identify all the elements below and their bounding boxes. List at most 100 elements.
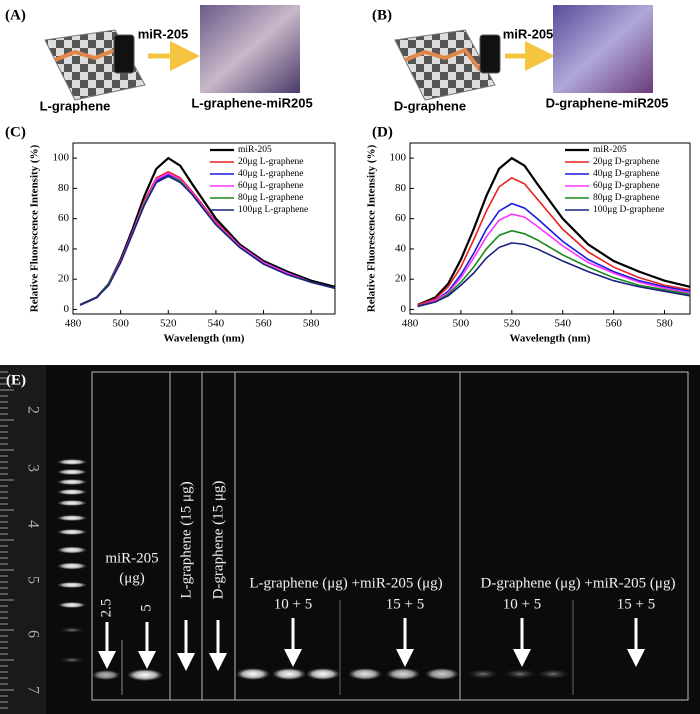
left-label: D-graphene (394, 98, 466, 113)
lane-amount: 2.5 (98, 599, 114, 618)
y-tick-label: 0 (64, 303, 70, 315)
reagent-label: miR-205 (138, 26, 189, 41)
vial (113, 34, 135, 74)
series-line (417, 156, 691, 306)
ruler-label: 3 (24, 464, 41, 472)
panel-b: (B) miR-205 D-graphene D-graphene-miR205 (372, 5, 668, 113)
x-tick-label: 480 (402, 318, 419, 330)
ruler-label: 2 (24, 406, 41, 414)
y-tick-label: 80 (395, 182, 407, 194)
ruler-label: 6 (24, 630, 41, 638)
ruler-label: 5 (24, 576, 41, 584)
ruler-ticks: 2 3 4 5 6 7 (0, 371, 41, 709)
chart: (D) 480 500 520 540 560 580 0 20 40 60 80 100 Wavelen… (366, 124, 691, 345)
dose-label: 10 + 5 (503, 596, 541, 612)
legend-label: 80μg D-graphene (593, 193, 660, 203)
series-line (417, 213, 691, 308)
dose-label: 10 + 5 (274, 596, 312, 612)
x-tick-label: 500 (112, 318, 129, 330)
lane-label: L-graphene (15 μg) (178, 481, 194, 598)
mir-unit: (μg) (119, 570, 145, 586)
left-label: L-graphene (40, 98, 111, 113)
legend-label: 20μg L-graphene (238, 157, 304, 167)
series-line (79, 156, 336, 306)
legend-label: 100μg D-graphene (593, 205, 664, 215)
series-line (79, 170, 336, 306)
x-tick-label: 500 (453, 318, 470, 330)
charts: (C) 480 500 520 540 560 580 0 20 40 60 80 100 Wavelen… (5, 124, 691, 345)
y-tick-label: 100 (53, 152, 70, 164)
y-axis-label: Relative Fluorescence Intensity (%) (29, 144, 41, 312)
y-tick-label: 20 (58, 273, 70, 285)
mir-label: miR-205 (105, 550, 158, 566)
x-tick-label: 520 (160, 318, 177, 330)
legend-label: 60μg D-graphene (593, 181, 660, 191)
lane-label: D-graphene (15 μg) (210, 481, 226, 600)
sample-bands (92, 668, 569, 681)
lane-frame (91, 371, 689, 701)
legend-label: miR-205 (593, 145, 627, 155)
y-tick-label: 40 (58, 242, 70, 254)
y-axis-label: Relative Fluorescence Intensity (%) (366, 144, 378, 312)
plot-frame (409, 142, 691, 315)
reagent-label: miR-205 (503, 26, 554, 41)
x-axis-label: Wavelength (nm) (510, 333, 591, 345)
ruler-label: 4 (24, 520, 41, 528)
legend-label: 80μg L-graphene (238, 193, 304, 203)
y-tick-label: 40 (395, 242, 407, 254)
legend-label: 60μg L-graphene (238, 181, 304, 191)
panel-a: (A) miR-205 L-graphene L-graphene-miR205 (5, 5, 313, 113)
x-tick-label: 540 (208, 318, 225, 330)
series-line (417, 242, 691, 308)
panel-label: (A) (5, 7, 26, 23)
chart: (C) 480 500 520 540 560 580 0 20 40 60 80 100 Wavelen… (5, 124, 336, 345)
x-tick-label: 580 (303, 318, 320, 330)
group-label: L-graphene (μg) +miR-205 (μg) (249, 575, 442, 591)
series-line (417, 202, 691, 308)
y-tick-label: 60 (58, 212, 70, 224)
legend-label: 20μg D-graphene (593, 157, 660, 167)
graphene-chain (404, 47, 482, 72)
plot-frame (72, 142, 336, 315)
legend-label: miR-205 (238, 145, 272, 155)
y-tick-label: 20 (395, 273, 407, 285)
x-tick-label: 520 (504, 318, 521, 330)
complex-image (553, 5, 653, 93)
vial (479, 34, 501, 74)
right-label: D-graphene-miR205 (546, 95, 669, 110)
panel-label: (B) (372, 7, 392, 23)
legend-label: 40μg D-graphene (593, 169, 660, 179)
x-tick-label: 480 (65, 318, 82, 330)
graphene-sheet (394, 29, 496, 101)
series-line (417, 229, 691, 308)
panel-e: 2 3 4 5 6 7 (E) miR-205 (μg) 2.5 5 L-graphene… (0, 365, 700, 714)
series-line (79, 175, 336, 306)
y-tick-label: 60 (395, 212, 407, 224)
series-line (417, 176, 691, 306)
panel-label: (D) (372, 124, 393, 140)
y-tick-label: 100 (390, 152, 407, 164)
dose-label: 15 + 5 (386, 596, 424, 612)
x-tick-label: 580 (656, 318, 673, 330)
panel-label: (E) (6, 372, 26, 388)
lane-amount: 5 (138, 604, 154, 612)
y-tick-label: 0 (401, 303, 407, 315)
legend-label: 40μg L-graphene (238, 169, 304, 179)
right-label: L-graphene-miR205 (191, 95, 312, 110)
ladder (57, 459, 87, 663)
gel-background (0, 365, 700, 714)
x-tick-label: 560 (605, 318, 622, 330)
x-tick-label: 540 (554, 318, 571, 330)
legend-label: 100μg L-graphene (238, 205, 308, 215)
x-axis-label: Wavelength (nm) (164, 333, 245, 345)
arrows (98, 618, 645, 671)
dose-label: 15 + 5 (617, 596, 655, 612)
panel-label: (C) (5, 124, 26, 140)
x-tick-label: 560 (255, 318, 272, 330)
complex-image (200, 5, 300, 93)
group-label: D-graphene (μg) +miR-205 (μg) (481, 575, 676, 591)
y-tick-label: 80 (58, 182, 70, 194)
ruler-label: 7 (24, 686, 41, 694)
